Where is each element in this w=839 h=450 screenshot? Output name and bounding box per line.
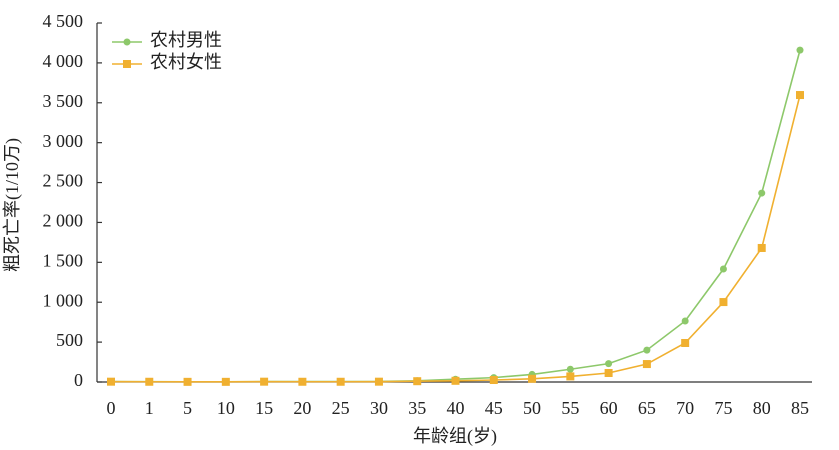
x-tick-label: 45	[485, 398, 503, 418]
y-axis-title: 粗死亡率(1/10万)	[2, 138, 23, 272]
marker	[221, 377, 230, 386]
x-tick-label: 80	[753, 398, 771, 418]
x-tick-label: 5	[183, 398, 192, 418]
y-tick-label: 2 000	[43, 211, 84, 231]
marker	[757, 243, 766, 252]
x-tick-label: 10	[217, 398, 235, 418]
x-tick-label: 55	[561, 398, 579, 418]
x-tick-label: 35	[408, 398, 426, 418]
legend-marker	[123, 38, 131, 46]
marker	[758, 189, 766, 197]
x-tick-label: 0	[107, 398, 116, 418]
y-tick-label: 3 000	[43, 131, 84, 151]
marker	[643, 346, 651, 354]
legend-label: 农村女性	[150, 52, 222, 72]
marker	[107, 377, 115, 386]
marker	[681, 338, 690, 347]
x-tick-label: 70	[676, 398, 694, 418]
marker	[374, 377, 383, 386]
marker	[183, 377, 192, 386]
y-tick-label: 4 000	[43, 51, 84, 71]
y-tick-label: 1 500	[43, 250, 84, 270]
y-tick-label: 2 500	[43, 171, 84, 191]
x-tick-label: 50	[523, 398, 541, 418]
marker	[605, 360, 613, 368]
marker	[528, 374, 537, 383]
x-tick-label: 1	[145, 398, 154, 418]
marker	[451, 376, 460, 385]
marker	[796, 91, 804, 100]
series-line	[110, 49, 801, 383]
marker	[719, 298, 728, 307]
x-tick-label: 20	[293, 398, 311, 418]
x-axis-title: 年龄组(岁)	[413, 426, 497, 447]
x-tick-label: 30	[370, 398, 388, 418]
marker	[719, 265, 727, 273]
marker	[489, 376, 498, 385]
series-line	[110, 94, 801, 383]
x-tick-label: 60	[600, 398, 618, 418]
marker	[145, 377, 154, 386]
y-tick-label: 4 500	[43, 11, 84, 31]
marker	[642, 360, 651, 369]
marker	[298, 377, 307, 386]
marker	[566, 372, 575, 381]
legend-label: 农村男性	[150, 30, 222, 50]
y-tick-label: 500	[56, 330, 83, 350]
x-tick-label: 25	[332, 398, 350, 418]
x-tick-label: 75	[714, 398, 732, 418]
x-tick-label: 40	[447, 398, 465, 418]
legend-marker	[123, 60, 131, 68]
y-tick-label: 3 500	[43, 91, 84, 111]
y-tick-label: 0	[74, 370, 83, 390]
marker	[413, 377, 422, 386]
y-tick-label: 1 000	[43, 290, 84, 310]
marker	[681, 317, 689, 325]
marker	[796, 46, 804, 54]
marker	[566, 365, 574, 373]
x-tick-label: 65	[638, 398, 656, 418]
x-tick-label: 85	[791, 398, 809, 418]
marker	[604, 368, 613, 377]
marker	[336, 377, 345, 386]
marker	[260, 377, 269, 386]
x-tick-label: 15	[255, 398, 273, 418]
